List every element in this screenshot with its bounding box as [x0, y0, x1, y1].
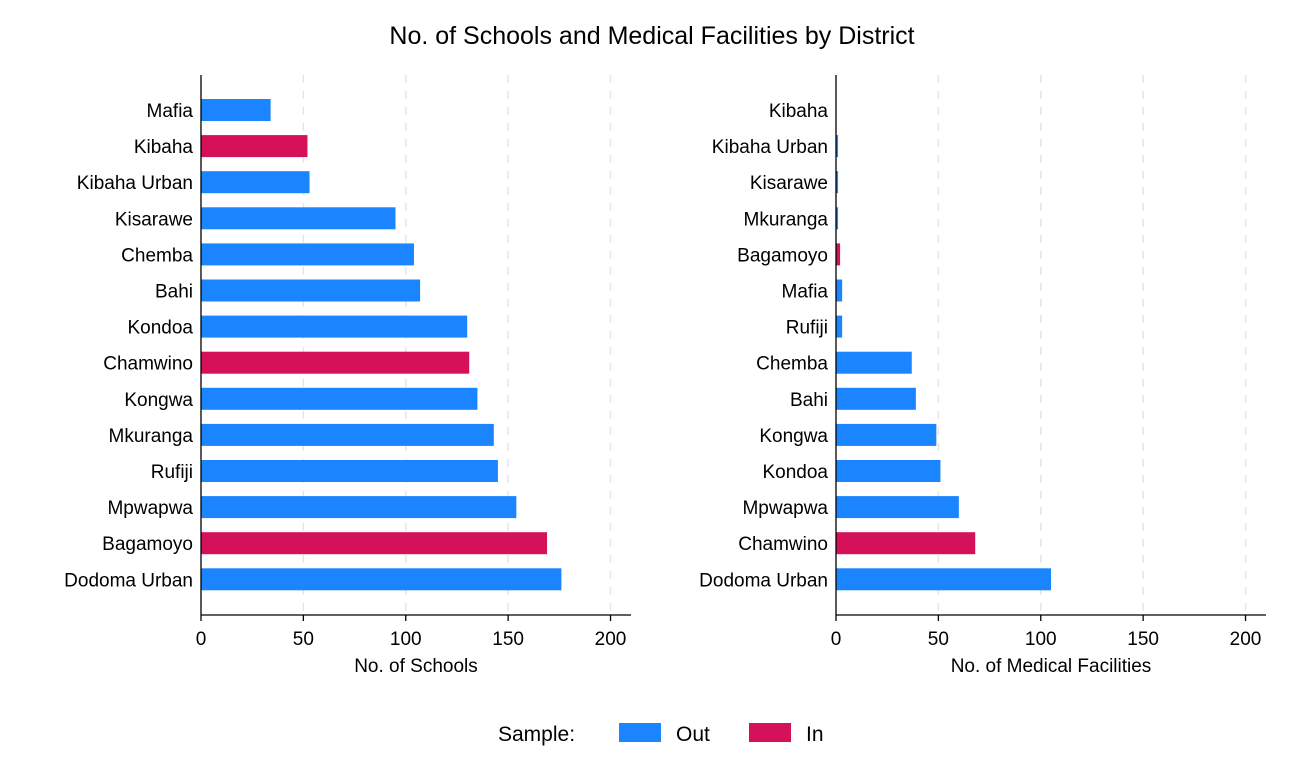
category-label: Mafia [147, 101, 194, 122]
bar [836, 207, 839, 230]
x-tick-label: 200 [595, 629, 627, 650]
category-label: Kibaha [134, 137, 194, 158]
category-label: Kibaha [769, 101, 829, 122]
x-tick-label: 200 [1230, 629, 1262, 650]
category-label: Kongwa [124, 390, 193, 411]
bar [201, 568, 562, 591]
category-label: Kondoa [127, 318, 193, 339]
category-label: Rufiji [786, 318, 828, 339]
panel-medical-facilities: Kibaha Kibaha Urban Kisarawe Mkuranga Bagamo… [699, 75, 1266, 677]
x-tick-label: 50 [293, 629, 314, 650]
x-axis-label: No. of Medical Facilities [951, 656, 1152, 677]
bar [836, 243, 841, 266]
category-label: Kibaha Urban [712, 137, 828, 158]
bar [836, 423, 937, 446]
x-tick-label: 150 [492, 629, 524, 650]
bar [836, 568, 1051, 591]
bar [201, 496, 517, 519]
legend-swatch-out [619, 723, 661, 742]
category-label: Bagamoyo [737, 245, 828, 266]
bar [836, 532, 976, 555]
panel-schools: Mafia Kibaha Kibaha Urban Kisarawe Chemba Bah… [64, 75, 631, 677]
bar [836, 315, 843, 338]
bar [201, 135, 308, 158]
bar [836, 351, 912, 374]
x-tick-label: 0 [831, 629, 842, 650]
bar [836, 387, 916, 410]
category-label: Mkuranga [109, 426, 194, 447]
category-label: Mpwapwa [107, 498, 193, 519]
bar [836, 135, 839, 158]
bar [836, 279, 843, 302]
category-label: Dodoma Urban [64, 570, 193, 591]
category-label: Chemba [121, 245, 193, 266]
category-label: Kisarawe [750, 173, 828, 194]
bar [201, 243, 414, 266]
bar [201, 387, 478, 410]
category-label: Kisarawe [115, 209, 193, 230]
category-label: Bagamoyo [102, 534, 193, 555]
legend-swatch-in [749, 723, 791, 742]
x-tick-label: 100 [1025, 629, 1057, 650]
category-label: Kibaha Urban [77, 173, 193, 194]
bar [836, 171, 839, 194]
bar [201, 315, 468, 338]
bar [201, 351, 470, 374]
category-label: Chemba [756, 354, 828, 375]
bar [201, 279, 421, 302]
x-tick-label: 100 [390, 629, 422, 650]
legend-label-out: Out [676, 723, 710, 746]
category-label: Mpwapwa [742, 498, 828, 519]
bar [836, 460, 941, 482]
bar [201, 99, 271, 121]
bar [836, 496, 959, 519]
category-label: Chamwino [738, 534, 828, 555]
x-tick-label: 0 [196, 629, 207, 650]
legend: Sample: Out In [498, 723, 824, 746]
bar [201, 460, 498, 482]
category-label: Bahi [155, 282, 193, 303]
bar [201, 207, 396, 230]
bar [201, 532, 548, 555]
legend-label-in: In [806, 723, 824, 746]
x-axis-label: No. of Schools [354, 656, 478, 677]
category-label: Chamwino [103, 354, 193, 375]
bar [201, 171, 310, 194]
x-tick-label: 50 [928, 629, 949, 650]
category-label: Kondoa [762, 462, 828, 483]
x-tick-label: 150 [1127, 629, 1159, 650]
category-label: Kongwa [759, 426, 828, 447]
category-label: Rufiji [151, 462, 193, 483]
legend-title: Sample: [498, 723, 575, 746]
chart-title: No. of Schools and Medical Facilities by… [389, 22, 914, 50]
category-label: Bahi [790, 390, 828, 411]
bar [201, 423, 494, 446]
category-label: Mkuranga [744, 209, 829, 230]
category-label: Mafia [782, 282, 829, 303]
category-label: Dodoma Urban [699, 570, 828, 591]
